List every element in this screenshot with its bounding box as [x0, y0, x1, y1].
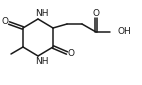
- Text: OH: OH: [118, 28, 132, 36]
- Text: O: O: [67, 49, 75, 58]
- Text: O: O: [2, 16, 9, 26]
- Text: NH: NH: [35, 57, 49, 66]
- Text: NH: NH: [35, 8, 49, 18]
- Text: O: O: [92, 8, 100, 18]
